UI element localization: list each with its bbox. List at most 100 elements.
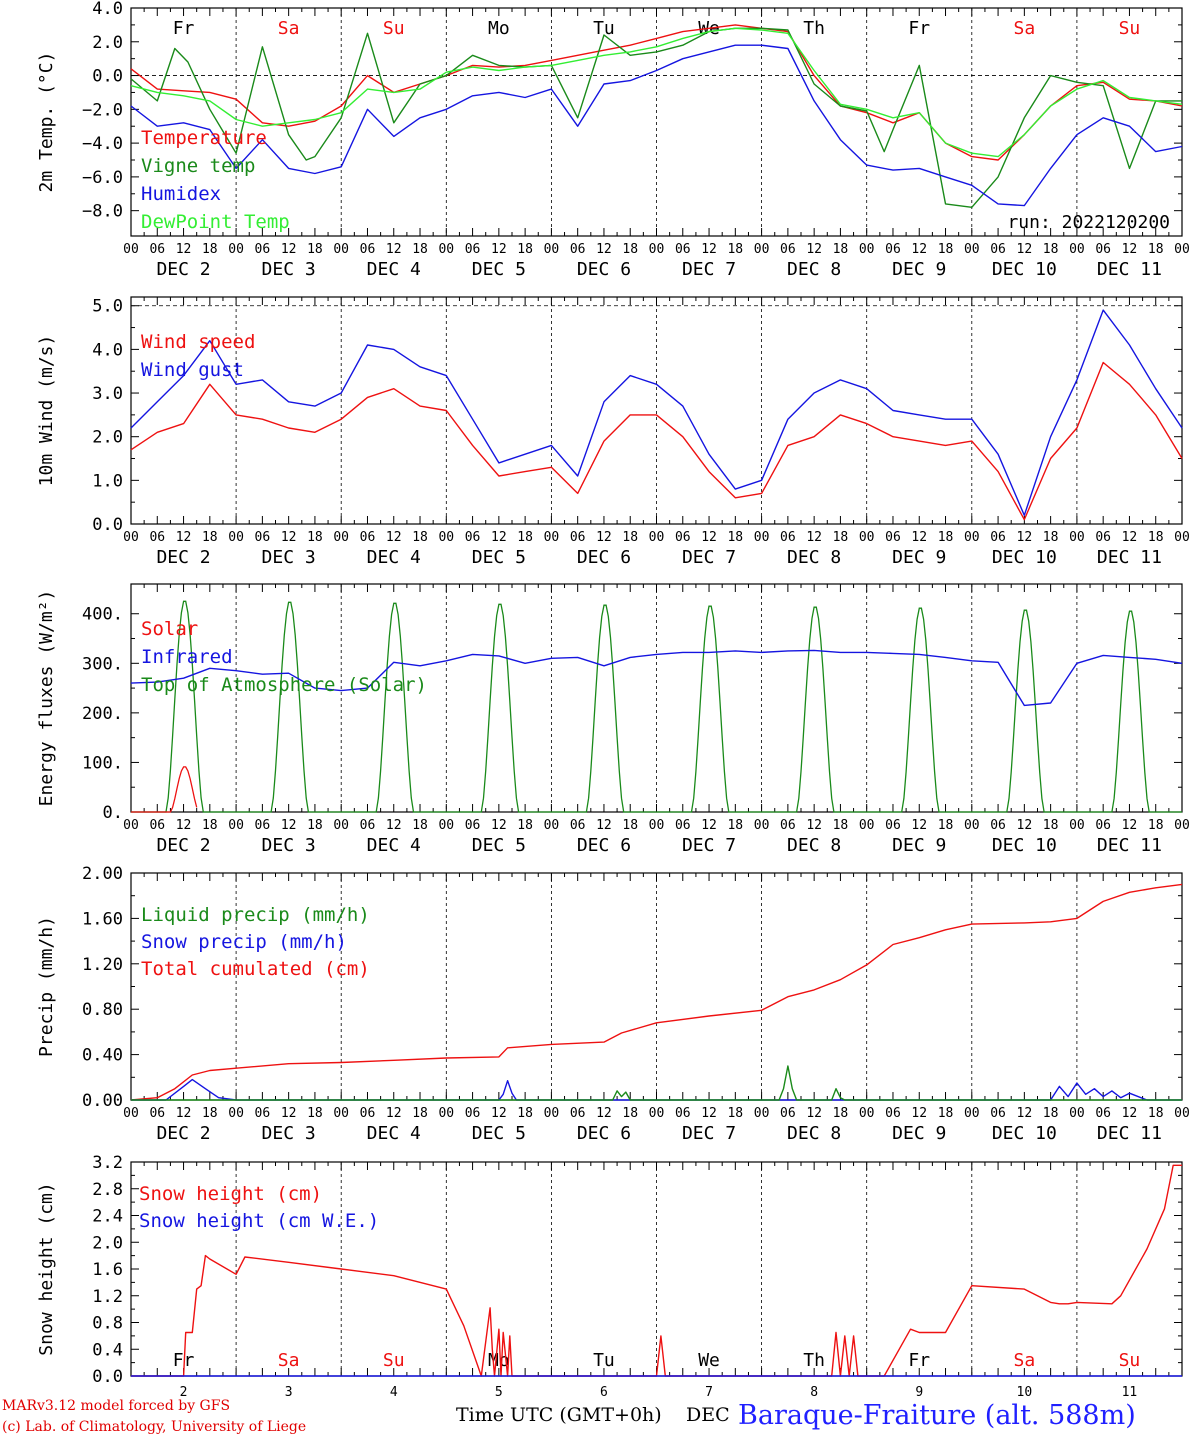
- legend-entry: Humidex: [141, 183, 221, 205]
- x-hour-label: 18: [517, 818, 533, 833]
- weekday-label: We: [698, 1350, 720, 1371]
- y-tick-label: 0.0: [92, 67, 123, 87]
- x-hour-label: 00: [1174, 530, 1190, 545]
- x-hour-label: 12: [1017, 818, 1033, 833]
- y-tick-label: 0.8: [92, 1314, 123, 1334]
- x-hour-label: 18: [202, 242, 218, 257]
- x-hour-label: 00: [544, 242, 560, 257]
- x-hour-label: 12: [596, 818, 612, 833]
- x-hour-label: 06: [360, 530, 376, 545]
- x-day-label: DEC 6: [577, 835, 631, 856]
- x-hour-label: 00: [228, 818, 244, 833]
- y-tick-label: 5.0: [92, 297, 123, 317]
- series-line-humidex: [130, 44, 1183, 207]
- x-hour-label: 00: [649, 242, 665, 257]
- x-hour-label: 06: [255, 818, 271, 833]
- x-hour-label: 00: [544, 1106, 560, 1121]
- weekday-label: Su: [383, 18, 405, 39]
- x-hour-label: 18: [412, 530, 428, 545]
- series-line-solar: [131, 766, 198, 813]
- x-hour-label: 06: [255, 242, 271, 257]
- x-hour-label: 06: [570, 818, 586, 833]
- y-tick-label: −8.0: [82, 202, 123, 222]
- x-hour-label: 12: [281, 1106, 297, 1121]
- chart-panel-5: 0.0 0.4 0.8 1.2 1.6 2.0 2.4 2.8 3.2 Snow height (…: [36, 1153, 1183, 1400]
- chart-panel-3: 0. 100. 200. 300. 400. Energy fluxes (W/m²) 00…: [36, 583, 1190, 856]
- y-tick-label: 2.0: [92, 428, 123, 448]
- x-day-label: DEC 6: [577, 547, 631, 568]
- weekday-label: Tu: [593, 1350, 615, 1371]
- chart-panel-1: 4.0 2.0 0.0 −2.0 −4.0 −6.0 −8.0 2m Temp. (°C) 00…: [36, 0, 1190, 280]
- station-title: Baraque-Fraiture (alt. 588m): [738, 1400, 1136, 1431]
- x-hour-label: 00: [1174, 242, 1190, 257]
- x-hour-label: 06: [255, 530, 271, 545]
- y-tick-label: 1.20: [82, 955, 123, 975]
- x-day-label: DEC 7: [682, 547, 736, 568]
- x-hour-label: 06: [570, 1106, 586, 1121]
- weekday-label: Sa: [1014, 18, 1036, 39]
- x-hour-label: 12: [176, 1106, 192, 1121]
- y-tick-label: 3.0: [92, 384, 123, 404]
- x-day-number: 5: [495, 1385, 503, 1400]
- x-day-label: DEC 4: [367, 1123, 421, 1144]
- x-hour-label: 12: [1122, 818, 1138, 833]
- x-day-label: DEC 9: [892, 835, 946, 856]
- x-hour-label: 18: [412, 818, 428, 833]
- x-hour-label: 12: [911, 1106, 927, 1121]
- x-hour-label: 18: [202, 530, 218, 545]
- x-hour-label: 06: [360, 818, 376, 833]
- x-hour-label: 06: [885, 242, 901, 257]
- x-hour-label: 00: [438, 242, 454, 257]
- x-day-label: DEC 9: [892, 259, 946, 280]
- x-hour-label: 18: [307, 530, 323, 545]
- x-hour-label: 00: [544, 818, 560, 833]
- x-hour-label: 06: [780, 242, 796, 257]
- x-hour-label: 00: [649, 1106, 665, 1121]
- x-hour-label: 06: [465, 1106, 481, 1121]
- x-hour-label: 00: [1174, 818, 1190, 833]
- x-hour-label: 06: [675, 242, 691, 257]
- x-hour-label: 12: [806, 818, 822, 833]
- x-hour-label: 00: [228, 530, 244, 545]
- series-line-wind-gust: [130, 309, 1183, 516]
- x-hour-label: 00: [438, 818, 454, 833]
- x-hour-label: 06: [780, 1106, 796, 1121]
- x-hour-label: 12: [176, 242, 192, 257]
- legend-entry: Solar: [141, 618, 198, 640]
- y-axis-label: 10m Wind (m/s): [36, 335, 57, 487]
- x-hour-label: 00: [123, 1106, 139, 1121]
- y-tick-label: 1.2: [92, 1287, 123, 1307]
- x-hour-label: 00: [544, 530, 560, 545]
- weekday-label: Sa: [1014, 1350, 1036, 1371]
- x-hour-label: 18: [1043, 818, 1059, 833]
- legend-entry: Wind speed: [141, 331, 255, 353]
- x-hour-label: 06: [570, 530, 586, 545]
- x-hour-label: 00: [123, 530, 139, 545]
- x-day-number: 7: [705, 1385, 713, 1400]
- x-hour-label: 00: [859, 818, 875, 833]
- weekday-label: Mo: [488, 18, 510, 39]
- x-hour-label: 00: [859, 1106, 875, 1121]
- x-hour-label: 00: [333, 1106, 349, 1121]
- x-hour-label: 18: [938, 818, 954, 833]
- x-hour-label: 12: [491, 818, 507, 833]
- x-day-label: DEC 4: [367, 259, 421, 280]
- x-hour-label: 12: [806, 242, 822, 257]
- x-hour-label: 18: [1043, 1106, 1059, 1121]
- x-day-label: DEC 5: [472, 547, 526, 568]
- x-hour-label: 12: [911, 530, 927, 545]
- weekday-label: Fr: [908, 1350, 930, 1371]
- x-hour-label: 00: [1069, 818, 1085, 833]
- x-day-number: 11: [1122, 1385, 1138, 1400]
- x-day-label: DEC 8: [787, 1123, 841, 1144]
- weekday-label: Fr: [173, 1350, 195, 1371]
- x-hour-label: 06: [885, 530, 901, 545]
- model-credit: MARv3.12 model forced by GFS: [2, 1398, 231, 1414]
- y-tick-label: 1.60: [82, 909, 123, 929]
- x-hour-label: 00: [754, 818, 770, 833]
- series-line-vigne-temp: [130, 27, 1182, 208]
- x-hour-label: 06: [149, 530, 165, 545]
- x-hour-label: 06: [1095, 530, 1111, 545]
- x-day-label: DEC 2: [156, 547, 210, 568]
- x-hour-label: 12: [701, 242, 717, 257]
